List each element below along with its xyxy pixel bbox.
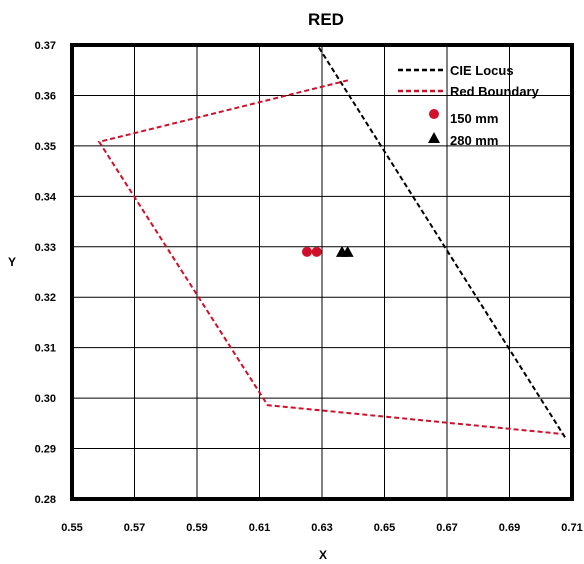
- y-tick-label: 0.34: [35, 191, 57, 203]
- plot-frame: [70, 43, 574, 501]
- y-tick-label: 0.31: [35, 343, 56, 355]
- red-boundary-line: [97, 79, 563, 435]
- legend-red-boundary-label: Red Boundary: [450, 84, 540, 99]
- cie-locus-line: [318, 46, 566, 438]
- y-tick-label: 0.30: [35, 393, 56, 405]
- y-tick-labels: 0.37 0.36 0.35 0.34 0.33 0.32 0.31 0.30 0.29 0.28: [35, 40, 57, 506]
- 150-mm-point: [302, 246, 312, 257]
- y-axis-label: Y: [8, 255, 16, 269]
- x-axis-label: X: [319, 548, 327, 562]
- y-tick-label: 0.29: [35, 444, 56, 456]
- legend-150-mm-swatch: [429, 109, 439, 119]
- x-tick-label: 0.57: [124, 522, 145, 534]
- x-tick-label: 0.63: [311, 522, 332, 534]
- legend-cie-locus-label: CIE Locus: [450, 63, 514, 78]
- 280-mm-point: [341, 245, 354, 257]
- y-tick-label: 0.36: [35, 90, 56, 102]
- x-tick-label: 0.55: [61, 522, 82, 534]
- y-tick-label: 0.32: [35, 292, 56, 304]
- plot-series: [97, 46, 566, 438]
- x-tick-label: 0.59: [186, 522, 207, 534]
- y-tick-label: 0.33: [35, 242, 56, 254]
- 150-mm-point: [311, 246, 322, 257]
- x-tick-label: 0.61: [249, 522, 270, 534]
- x-tick-label: 0.65: [374, 522, 395, 534]
- y-tick-label: 0.35: [35, 141, 56, 153]
- legend: CIE Locus Red Boundary 150 mm 280 mm: [398, 63, 540, 148]
- x-tick-label: 0.69: [499, 522, 520, 534]
- grid: [71, 44, 573, 500]
- x-tick-labels: 0.55 0.57 0.59 0.61 0.63 0.65 0.67 0.69 0.71: [61, 522, 582, 534]
- y-tick-label: 0.37: [35, 40, 56, 52]
- legend-150-mm-label: 150 mm: [450, 111, 498, 126]
- y-tick-label: 0.28: [35, 494, 56, 506]
- chart-title: RED: [308, 10, 344, 29]
- x-tick-label: 0.67: [436, 522, 457, 534]
- x-tick-label: 0.71: [561, 522, 582, 534]
- legend-280-mm-label: 280 mm: [450, 133, 498, 148]
- legend-280-mm-swatch: [428, 132, 440, 143]
